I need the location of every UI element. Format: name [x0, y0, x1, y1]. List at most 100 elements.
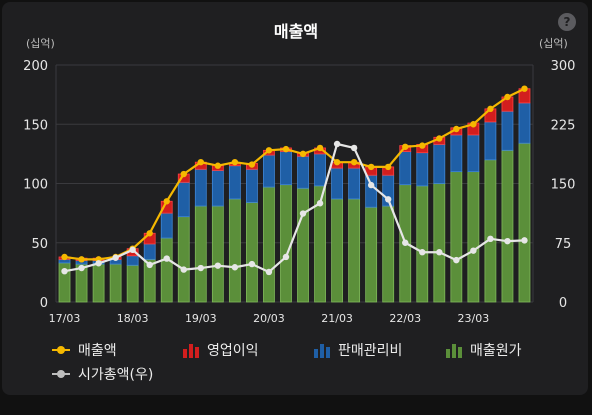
- x-axis-tick-label: 22/03: [389, 312, 421, 325]
- x-axis-tick-label: 19/03: [185, 312, 217, 325]
- cogs-bar: [331, 198, 343, 303]
- cogs-bar: [194, 205, 207, 303]
- cogs-bar: [263, 186, 275, 303]
- market-cap-point: [129, 246, 136, 254]
- revenue-point: [350, 158, 358, 166]
- market-cap-line: [64, 142, 525, 274]
- market-cap-point: [384, 196, 392, 203]
- cogs-bar: [280, 184, 292, 303]
- cogs-bar: [450, 171, 463, 303]
- revenue-point: [436, 135, 443, 142]
- market-cap-point: [487, 235, 494, 242]
- sga-bar: [211, 170, 224, 207]
- sga-bar: [297, 155, 309, 189]
- market-cap-point: [453, 256, 460, 264]
- market-cap-point: [419, 249, 426, 256]
- sga-bar: [365, 174, 378, 208]
- market-cap-point: [402, 239, 409, 246]
- cogs-bar: [160, 237, 173, 303]
- sga-bar: [126, 255, 139, 266]
- market-cap-point: [504, 237, 511, 245]
- revenue-point: [487, 105, 494, 113]
- market-cap-point: [333, 140, 341, 148]
- market-cap-point: [214, 262, 222, 269]
- cogs-bar: [501, 149, 514, 303]
- cogs-bar: [177, 216, 190, 303]
- revenue-point: [282, 145, 290, 153]
- market-cap-point: [316, 200, 324, 207]
- sga-bar: [263, 154, 275, 188]
- right-axis-unit: (십억): [539, 37, 568, 50]
- market-cap-point: [231, 264, 239, 271]
- legend-label: 매출원가: [470, 343, 522, 359]
- market-cap-point: [282, 253, 290, 261]
- cogs-bar: [382, 205, 395, 303]
- sga-bar: [280, 151, 292, 186]
- help-icon[interactable]: ?: [558, 13, 576, 31]
- market-cap-point: [248, 260, 256, 268]
- legend-line-marker-icon: [52, 370, 70, 378]
- right-axis-tick-label: 150: [551, 178, 576, 193]
- revenue-point: [231, 158, 239, 166]
- cogs-bar: [348, 198, 361, 303]
- cogs-bar: [297, 187, 309, 303]
- revenue-point: [419, 142, 426, 149]
- market-cap-point: [350, 144, 358, 152]
- left-axis-tick-label: 100: [23, 178, 48, 193]
- x-axis-tick-label: 21/03: [321, 312, 353, 325]
- sga-bar: [518, 102, 531, 144]
- legend-item-operating-income[interactable]: 영업이익: [183, 340, 259, 360]
- legend-label: 영업이익: [207, 343, 259, 359]
- revenue-point: [146, 230, 153, 237]
- left-axis-tick-label: 200: [23, 59, 48, 74]
- cogs-bar: [211, 205, 224, 303]
- revenue-point: [214, 162, 222, 169]
- cogs-bar: [518, 142, 531, 303]
- revenue-point: [453, 125, 460, 133]
- revenue-line: [64, 87, 525, 261]
- left-axis-tick-label: 50: [31, 237, 48, 252]
- revenue-point: [316, 144, 324, 152]
- market-cap-point: [521, 237, 528, 244]
- revenue-point: [197, 158, 205, 166]
- cogs-bar: [109, 263, 122, 303]
- sga-bar: [194, 168, 207, 207]
- market-cap-point: [95, 260, 102, 267]
- market-cap-point: [299, 210, 307, 217]
- market-cap-point: [112, 254, 119, 261]
- x-axis-tick-label: 20/03: [253, 312, 285, 325]
- market-cap-point: [436, 249, 443, 256]
- revenue-point: [367, 163, 375, 171]
- cogs-bar: [365, 206, 378, 303]
- market-cap-point: [180, 266, 187, 273]
- sga-bar: [484, 121, 497, 161]
- cogs-bar: [433, 183, 446, 303]
- sga-bar: [501, 110, 514, 151]
- left-axis-unit: (십억): [26, 37, 55, 50]
- sga-bar: [433, 143, 446, 184]
- cogs-bar: [484, 159, 497, 303]
- legend-item-sga[interactable]: 판매관리비: [314, 340, 402, 360]
- x-axis-tick-label: 17/03: [49, 312, 81, 325]
- right-axis-tick-label: 0: [559, 296, 567, 311]
- market-cap-point: [78, 264, 85, 272]
- x-axis-tick-label: 23/03: [458, 312, 490, 325]
- legend-line-marker-icon: [52, 346, 70, 354]
- revenue-point: [333, 158, 341, 166]
- legend-item-market-cap[interactable]: 시가총액(우): [52, 364, 153, 384]
- legend-item-cogs[interactable]: 매출원가: [446, 340, 522, 360]
- cogs-bar: [416, 185, 429, 303]
- revenue-point: [265, 147, 273, 154]
- right-axis-tick-label: 75: [555, 237, 572, 252]
- right-axis-tick-label: 300: [551, 59, 576, 74]
- x-axis-tick-label: 18/03: [117, 312, 149, 325]
- revenue-point: [402, 143, 409, 150]
- sga-bar: [228, 165, 241, 200]
- legend-item-revenue[interactable]: 매출액: [52, 340, 117, 360]
- sga-bar: [143, 243, 156, 260]
- market-cap-point: [146, 261, 153, 269]
- chart-title: 매출액: [273, 22, 319, 41]
- left-axis-tick-label: 0: [40, 296, 48, 311]
- cogs-bar: [92, 263, 105, 303]
- sga-bar: [399, 151, 412, 186]
